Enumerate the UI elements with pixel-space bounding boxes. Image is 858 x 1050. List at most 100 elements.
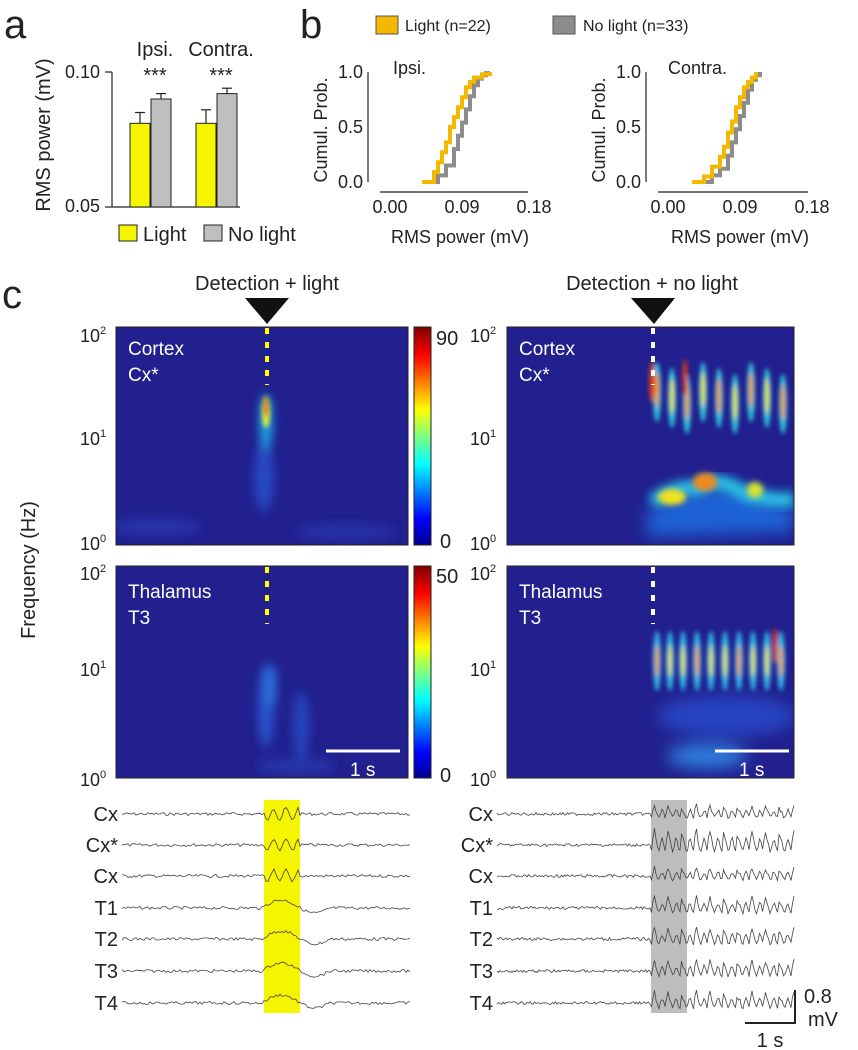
panel-b-contra-ytick: 0.0: [616, 172, 641, 192]
label-cx-star: Cx*: [128, 365, 159, 386]
trace-line: [121, 961, 411, 978]
panel-b-ipsi-series: [422, 71, 492, 184]
scalebar-amplitude: 0.8: [804, 986, 832, 1008]
freq-tick: 100: [80, 533, 106, 554]
spectrogram-peak: [262, 396, 270, 428]
spike-core: [732, 384, 738, 420]
panel-a-legend-nolight: No light: [228, 224, 296, 246]
freq-ticks-left: 102 101 100 102 101 100: [80, 325, 106, 790]
spectrogram-light-cortex: [116, 327, 408, 545]
freq-tick: 101: [80, 428, 106, 449]
highlight-light-window: [264, 800, 300, 1013]
trace-line: [496, 894, 795, 916]
trace-line: [121, 899, 411, 914]
detection-arrow-nolight: [631, 298, 675, 324]
spike-core: [700, 372, 706, 408]
panel-b-contra-xtick: 0.18: [794, 197, 829, 217]
spectrogram-background: [507, 566, 794, 778]
panel-b-ipsi-xtick: 0.00: [372, 197, 407, 217]
cdf-line-light: [692, 72, 758, 184]
freq-tick: 100: [470, 533, 496, 554]
trace-line: [496, 803, 795, 820]
spectrogram-hotspots: [658, 473, 763, 505]
colorbar-cortex: [413, 326, 432, 546]
eeg-traces: Cx Cx* Cx T1 T2 T3 T4 Cx Cx* Cx T1 T2 T3 T4 0.8 mV 1…: [86, 800, 839, 1050]
panel-b-contra-ytick: 0.5: [616, 117, 641, 137]
spike-core: [655, 645, 659, 677]
spectrogram-scalebar-label: 1 s: [739, 760, 764, 781]
panel-c-spectrograms: Detection + light Detection + no light F…: [18, 273, 795, 790]
trace-labels-left: Cx Cx* Cx T1 T2 T3 T4: [86, 804, 118, 1015]
panel-a-group-contra: Contra.: [188, 39, 254, 61]
spectrogram-harmonic-spikes: [649, 359, 787, 434]
trace-label: T2: [470, 929, 493, 951]
scalebar-time: 1 s: [757, 1030, 784, 1050]
panel-b-contra-title: Contra.: [668, 58, 727, 78]
panel-b-ipsi-xtick: 0.09: [444, 197, 479, 217]
panel-b-contra-ytick: 1.0: [616, 62, 641, 82]
colorbar-thalamus-max: 50: [436, 566, 458, 588]
label-thalamus: Thalamus: [519, 582, 602, 603]
freq-ticks-right: 102 101 100 102 101 100: [470, 325, 496, 790]
trace-label: Cx*: [86, 835, 118, 857]
trace-label: Cx: [469, 866, 493, 888]
panel-a-ytick-bottom: 0.05: [65, 196, 100, 216]
spike-core: [751, 645, 755, 677]
trace-line: [496, 926, 795, 946]
spike-core: [764, 378, 770, 414]
spike-core: [695, 645, 699, 677]
spike-core: [723, 645, 727, 677]
panel-b-ipsi-title: Ipsi.: [393, 58, 426, 78]
freq-tick: 101: [80, 659, 106, 680]
panel-a-ylabel: RMS power (mV): [33, 58, 55, 211]
trace-label: T1: [95, 898, 118, 920]
trace-line: [496, 990, 795, 1011]
panel-a-legend-swatch-light: [118, 224, 138, 242]
colorbar-thalamus-min: 0: [440, 765, 451, 787]
trace-line: [121, 930, 411, 946]
spike-core: [649, 362, 655, 402]
spike-core: [765, 645, 769, 677]
panel-b-contra-series: [692, 72, 762, 184]
spike-core: [779, 645, 783, 677]
panel-b-contra-xtick: 0.09: [722, 197, 757, 217]
spectrogram-light-thalamus: [116, 566, 408, 778]
panel-label-b: b: [300, 3, 322, 47]
panel-b-legend-light: Light (n=22): [405, 18, 491, 35]
bar-light: [195, 122, 217, 208]
spike-core: [709, 645, 713, 677]
spectrogram-frame: [506, 326, 795, 546]
panel-a-legend-swatch-nolight: [203, 224, 223, 242]
colorbar-cortex-min: 0: [440, 531, 451, 553]
label-thalamus: Thalamus: [128, 582, 211, 603]
bar-no-light: [216, 93, 238, 208]
trace-line: [496, 828, 795, 854]
panel-c-ylabel: Frequency (Hz): [18, 501, 40, 639]
spike-core: [681, 645, 685, 677]
trace-label: T1: [470, 898, 493, 920]
panel-a-legend-light: Light: [143, 224, 187, 246]
colorbar-thalamus: [413, 565, 432, 779]
spectrogram-harmonic-spikes: [653, 628, 785, 691]
spike-core: [772, 628, 778, 664]
cdf-line-nolight: [426, 71, 492, 184]
spectrogram-nolight-thalamus: [507, 566, 794, 778]
spike-core: [748, 372, 754, 408]
trace-line: [121, 868, 411, 883]
trace-line: [496, 865, 795, 882]
panel-b-ipsi-ytick: 0.5: [338, 117, 363, 137]
trace-label: T3: [95, 961, 118, 983]
trace-labels-right: Cx Cx* Cx T1 T2 T3 T4: [461, 804, 493, 1015]
freq-tick: 102: [80, 325, 106, 346]
panel-a-ytick-top: 0.10: [65, 62, 100, 82]
panel-a-group-ipsi: Ipsi.: [137, 39, 174, 61]
freq-tick: 100: [470, 769, 496, 790]
spike-core: [737, 645, 741, 677]
panel-label-a: a: [4, 3, 27, 47]
spike-core: [654, 372, 660, 408]
label-t3: T3: [128, 608, 150, 629]
traces-light: [121, 806, 411, 1009]
cdf-line-light: [422, 72, 492, 184]
panel-b-legend-nolight: No light (n=33): [583, 18, 688, 35]
